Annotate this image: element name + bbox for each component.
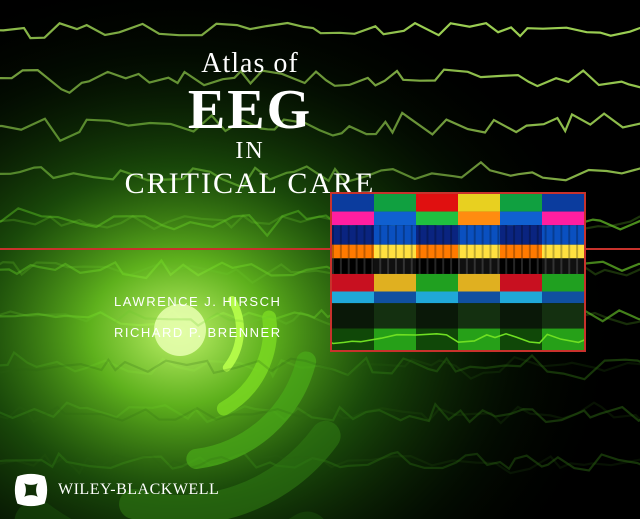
author-2: RICHARD P. BRENNER xyxy=(114,317,282,348)
inset-thumbnail xyxy=(330,192,586,352)
title-line-2: EEG xyxy=(100,78,400,142)
publisher-block: WILEY-BLACKWELL xyxy=(14,473,219,507)
publisher-name: WILEY-BLACKWELL xyxy=(58,481,219,499)
title-block: Atlas of EEG IN CRITICAL CARE xyxy=(100,48,400,201)
title-line-3: IN xyxy=(100,138,400,165)
book-cover: Atlas of EEG IN CRITICAL CARE LAWRENCE J… xyxy=(0,0,640,519)
wiley-logo-icon xyxy=(14,473,48,507)
title-line-1: Atlas of xyxy=(100,48,400,80)
author-1: LAWRENCE J. HIRSCH xyxy=(114,286,282,317)
author-block: LAWRENCE J. HIRSCH RICHARD P. BRENNER xyxy=(114,286,282,348)
heatmap-graphic xyxy=(332,194,584,350)
